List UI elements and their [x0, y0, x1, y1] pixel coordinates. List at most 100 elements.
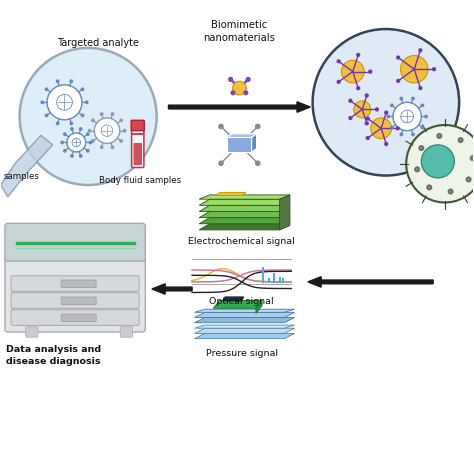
Text: Body fluid samples: Body fluid samples — [99, 175, 181, 184]
Text: Pressure signal: Pressure signal — [206, 349, 278, 358]
Polygon shape — [199, 211, 290, 218]
Circle shape — [120, 119, 122, 121]
Circle shape — [120, 140, 122, 142]
Circle shape — [365, 94, 368, 97]
Circle shape — [385, 143, 388, 146]
Circle shape — [231, 91, 235, 95]
Circle shape — [421, 127, 424, 129]
Text: Optical signal: Optical signal — [210, 298, 274, 307]
Circle shape — [85, 101, 88, 103]
Circle shape — [466, 177, 471, 182]
Circle shape — [421, 104, 424, 107]
Circle shape — [64, 150, 66, 152]
Circle shape — [337, 81, 340, 83]
Circle shape — [375, 108, 378, 111]
FancyBboxPatch shape — [61, 297, 96, 305]
FancyBboxPatch shape — [61, 314, 96, 321]
Circle shape — [341, 60, 364, 83]
Polygon shape — [227, 134, 256, 137]
FancyBboxPatch shape — [132, 126, 144, 167]
Circle shape — [19, 48, 156, 185]
Circle shape — [219, 161, 223, 165]
Circle shape — [393, 102, 421, 131]
Polygon shape — [199, 195, 290, 199]
FancyArrow shape — [152, 284, 192, 294]
Circle shape — [421, 145, 455, 178]
Polygon shape — [216, 192, 246, 195]
Polygon shape — [194, 325, 295, 328]
Circle shape — [448, 189, 453, 194]
Polygon shape — [194, 312, 295, 318]
Polygon shape — [252, 134, 256, 152]
Text: Targeted analyte: Targeted analyte — [56, 38, 138, 48]
Circle shape — [47, 85, 82, 120]
Circle shape — [458, 138, 463, 143]
Circle shape — [81, 88, 83, 91]
Circle shape — [425, 115, 427, 118]
Circle shape — [357, 87, 360, 90]
FancyBboxPatch shape — [5, 255, 146, 332]
Circle shape — [123, 129, 126, 132]
Circle shape — [41, 101, 44, 103]
Circle shape — [233, 82, 246, 95]
FancyBboxPatch shape — [11, 293, 139, 309]
Circle shape — [400, 97, 402, 100]
Circle shape — [80, 155, 82, 157]
Circle shape — [80, 128, 82, 130]
Circle shape — [313, 29, 459, 175]
Circle shape — [406, 125, 474, 202]
Circle shape — [385, 111, 388, 114]
Circle shape — [100, 113, 103, 115]
Circle shape — [470, 156, 474, 161]
Circle shape — [46, 88, 48, 91]
Circle shape — [412, 133, 414, 136]
Circle shape — [337, 60, 340, 63]
Circle shape — [219, 124, 223, 128]
Circle shape — [89, 141, 91, 144]
Circle shape — [91, 140, 94, 142]
Polygon shape — [256, 301, 262, 313]
Polygon shape — [227, 137, 252, 152]
Circle shape — [397, 80, 400, 82]
FancyBboxPatch shape — [134, 143, 142, 165]
Circle shape — [415, 167, 419, 172]
Circle shape — [71, 155, 73, 157]
Circle shape — [391, 127, 393, 129]
Circle shape — [437, 134, 442, 138]
Circle shape — [369, 70, 372, 73]
Circle shape — [397, 56, 400, 59]
FancyBboxPatch shape — [131, 120, 145, 131]
Circle shape — [91, 119, 94, 121]
FancyBboxPatch shape — [26, 327, 38, 337]
FancyArrow shape — [168, 102, 310, 112]
Polygon shape — [223, 297, 244, 301]
Circle shape — [56, 122, 59, 125]
Text: Electrochemical signal: Electrochemical signal — [188, 237, 295, 246]
Polygon shape — [213, 301, 262, 308]
Circle shape — [419, 146, 424, 150]
Circle shape — [349, 117, 352, 119]
FancyBboxPatch shape — [5, 223, 146, 261]
Circle shape — [94, 118, 120, 144]
Circle shape — [349, 100, 352, 102]
Circle shape — [427, 185, 432, 190]
Circle shape — [419, 49, 422, 52]
Circle shape — [64, 133, 66, 135]
Circle shape — [244, 91, 248, 95]
Circle shape — [88, 129, 91, 132]
FancyBboxPatch shape — [11, 276, 139, 292]
Polygon shape — [199, 205, 290, 211]
Circle shape — [396, 127, 399, 130]
Circle shape — [371, 118, 392, 139]
Text: Data analysis and
disease diagnosis: Data analysis and disease diagnosis — [6, 345, 101, 365]
Circle shape — [357, 54, 360, 56]
Circle shape — [419, 87, 422, 90]
Polygon shape — [199, 199, 290, 205]
Circle shape — [70, 122, 73, 125]
Circle shape — [366, 117, 369, 120]
Polygon shape — [280, 195, 290, 230]
Circle shape — [366, 137, 369, 139]
Circle shape — [401, 55, 428, 83]
Polygon shape — [194, 309, 295, 312]
Polygon shape — [194, 318, 295, 323]
